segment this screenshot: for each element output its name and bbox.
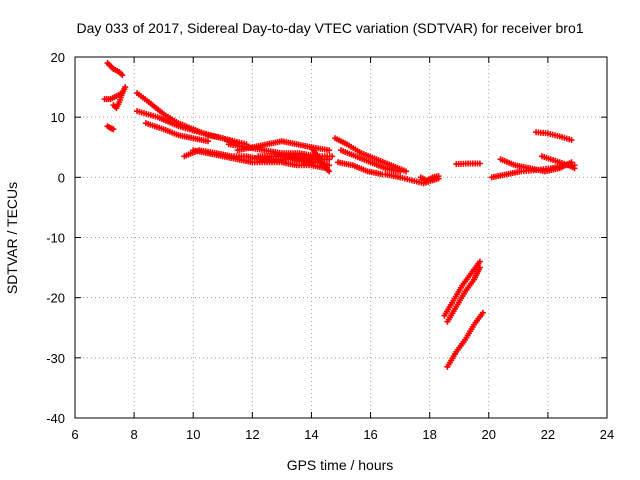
series-arc-k <box>225 141 336 160</box>
series-arc-d <box>104 123 117 133</box>
x-axis-ticks: 6 8 10 12 14 16 18 20 22 24 <box>71 57 614 442</box>
x-tick-label: 12 <box>245 427 259 442</box>
series-arc-c <box>110 90 126 112</box>
data-point <box>326 168 333 175</box>
x-tick-label: 6 <box>71 427 78 442</box>
series-arc-y <box>533 129 575 144</box>
y-tick-label: -20 <box>46 291 65 306</box>
x-tick-label: 10 <box>186 427 200 442</box>
data-point <box>205 138 211 145</box>
y-tick-label: 0 <box>58 170 65 185</box>
x-tick-label: 14 <box>304 427 318 442</box>
data-point <box>326 162 333 169</box>
x-tick-label: 16 <box>363 427 377 442</box>
data-marks <box>101 60 578 370</box>
data-point <box>403 168 410 175</box>
series-arc-o <box>338 147 404 175</box>
x-tick-label: 8 <box>130 427 137 442</box>
data-point <box>571 165 578 172</box>
series-arc-a <box>104 60 126 79</box>
series-arc-s <box>453 160 483 168</box>
data-point <box>326 156 333 163</box>
y-axis-label: SDTVAR / TECUs <box>4 182 20 294</box>
x-tick-label: 18 <box>422 427 436 442</box>
data-point <box>119 90 126 97</box>
y-tick-label: 20 <box>51 50 65 65</box>
chart-title: Day 033 of 2017, Sidereal Day-to-day VTE… <box>76 20 583 36</box>
data-point <box>122 84 129 91</box>
y-axis-ticks: -40 -30 -20 -10 0 10 20 <box>46 50 607 426</box>
series-arc-m <box>308 144 333 175</box>
y-tick-label: -30 <box>46 351 65 366</box>
data-point <box>397 168 404 175</box>
y-tick-label: -40 <box>46 411 65 426</box>
data-point <box>326 147 333 154</box>
series-arc-p <box>335 159 386 178</box>
x-axis-label: GPS time / hours <box>287 457 394 473</box>
data-point <box>476 264 483 271</box>
data-point <box>568 159 575 166</box>
series-arc-v <box>444 309 486 370</box>
data-point <box>119 72 126 79</box>
data-point <box>435 173 442 180</box>
series-arc-u <box>444 264 483 325</box>
data-point <box>476 258 483 265</box>
y-tick-label: -10 <box>46 231 65 246</box>
series-arc-f <box>134 108 250 148</box>
series-arc-r <box>417 173 442 184</box>
series-arc-i <box>190 147 330 172</box>
series-arc-b <box>101 84 129 103</box>
series-arc-g <box>142 120 211 145</box>
series-arc-z <box>538 153 578 172</box>
data-point <box>329 153 336 160</box>
x-tick-label: 22 <box>541 427 555 442</box>
x-tick-label: 24 <box>600 427 614 442</box>
data-point <box>568 137 575 144</box>
data-point <box>110 126 117 133</box>
data-point <box>476 160 483 167</box>
x-tick-label: 20 <box>482 427 496 442</box>
series-arc-n <box>332 135 410 175</box>
data-point <box>479 309 486 316</box>
grid-lines <box>75 57 607 418</box>
y-tick-label: 10 <box>51 110 65 125</box>
series-arc-t <box>441 258 483 319</box>
